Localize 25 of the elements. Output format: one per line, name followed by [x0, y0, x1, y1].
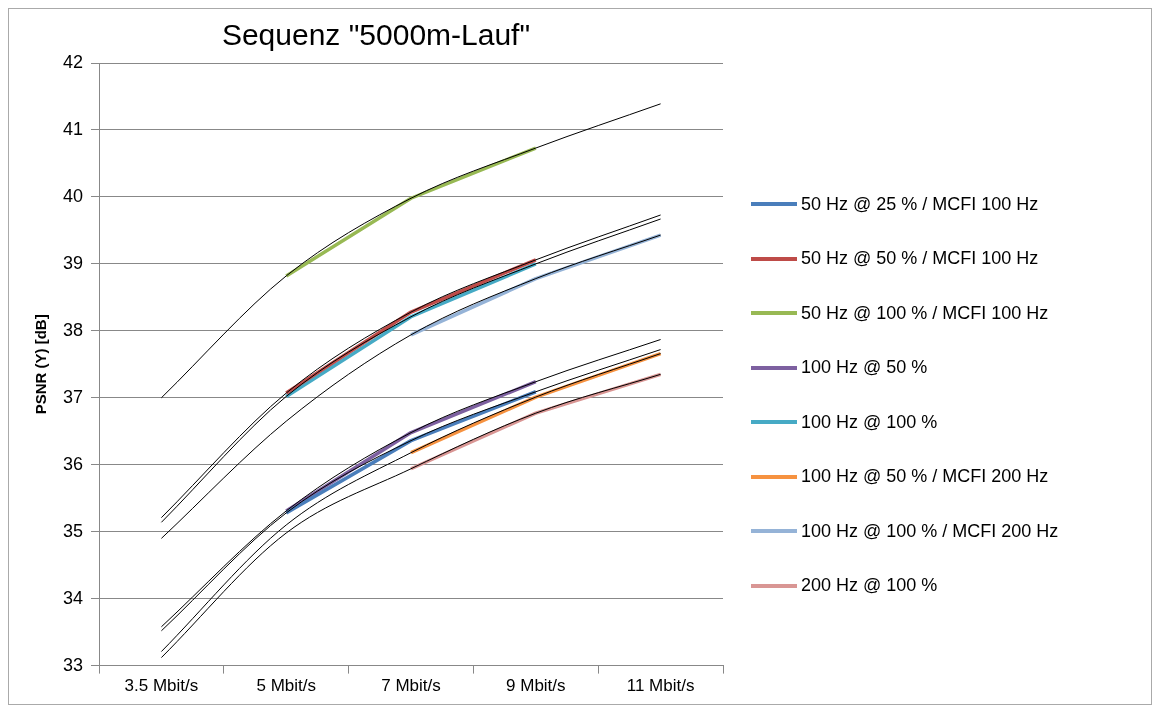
x-tick-label: 3.5 Mbit/s [124, 676, 199, 696]
y-tick-label: 41 [62, 118, 84, 139]
legend-label: 100 Hz @ 50 % [801, 357, 928, 379]
y-tick-label: 40 [62, 185, 84, 206]
y-tick-label: 39 [62, 252, 84, 273]
x-tick-label: 11 Mbit/s [626, 676, 695, 696]
legend-label: 100 Hz @ 100 % [801, 411, 938, 433]
y-tick-label: 38 [62, 319, 84, 340]
chart-title: Sequenz "5000m-Lauf" [221, 18, 531, 52]
x-tick-label: 9 Mbit/s [506, 676, 566, 696]
x-tick-label: 7 Mbit/s [381, 676, 441, 696]
y-tick-label: 34 [62, 587, 84, 608]
legend-label: 200 Hz @ 100 % [801, 575, 938, 597]
legend-label: 100 Hz @ 100 % / MCFI 200 Hz [801, 520, 1059, 542]
legend-label: 50 Hz @ 25 % / MCFI 100 Hz [801, 193, 1039, 215]
legend-label: 100 Hz @ 50 % / MCFI 200 Hz [801, 466, 1049, 488]
legend-label: 50 Hz @ 50 % / MCFI 100 Hz [801, 248, 1039, 270]
y-axis-title: PSNR (Y) [dB] [32, 314, 50, 415]
x-tick-label: 5 Mbit/s [256, 676, 316, 696]
y-tick-label: 33 [62, 654, 84, 675]
y-tick-label: 36 [62, 453, 84, 474]
legend-label: 50 Hz @ 100 % / MCFI 100 Hz [801, 302, 1049, 324]
y-tick-label: 42 [62, 51, 84, 72]
y-tick-label: 35 [62, 520, 84, 541]
y-tick-label: 37 [62, 386, 84, 407]
